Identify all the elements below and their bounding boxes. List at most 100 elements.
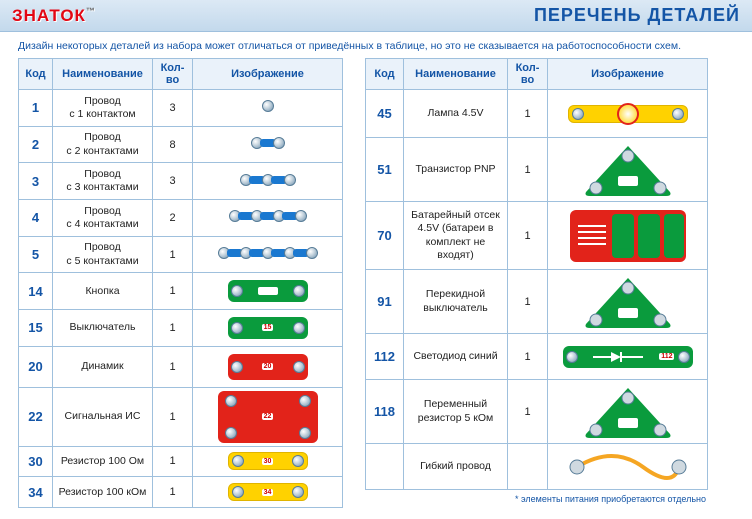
cell-name: Резистор 100 Ом (53, 446, 153, 477)
table-row: 4Проводс 4 контактами2 (19, 200, 343, 237)
table-row: Гибкий провод (366, 444, 708, 490)
cell-qty (508, 444, 548, 490)
cell-name: Проводс 1 контактом (53, 90, 153, 127)
cell-code: 45 (366, 90, 404, 138)
cell-code: 70 (366, 202, 404, 270)
cell-code: 22 (19, 387, 53, 446)
cell-qty: 1 (153, 477, 193, 508)
cell-img: 15 (193, 310, 343, 347)
parts-table-left: Код Наименование Кол-во Изображение 1Про… (18, 58, 343, 508)
cell-code: 30 (19, 446, 53, 477)
th-img: Изображение (548, 59, 708, 90)
cell-img: 34 (193, 477, 343, 508)
table-row: 30Резистор 100 Ом130 (19, 446, 343, 477)
cell-qty: 1 (153, 310, 193, 347)
cell-qty: 1 (153, 236, 193, 273)
table-row: 3Проводс 3 контактами3 (19, 163, 343, 200)
cell-img (193, 163, 343, 200)
table-row: 5Проводс 5 контактами1 (19, 236, 343, 273)
cell-name: Перекидной выключатель (404, 270, 508, 334)
table-row: 22Сигнальная ИС122 (19, 387, 343, 446)
cell-qty: 1 (153, 387, 193, 446)
cell-img: 30 (193, 446, 343, 477)
th-name: Наименование (404, 59, 508, 90)
cell-qty: 1 (508, 202, 548, 270)
cell-img (548, 444, 708, 490)
cell-name: Резистор 100 кОм (53, 477, 153, 508)
cell-code: 118 (366, 380, 404, 444)
cell-img: 20 (193, 346, 343, 387)
footnote: * элементы питания приобретаются отдельн… (365, 490, 708, 508)
cell-img (193, 273, 343, 310)
cell-qty: 1 (153, 446, 193, 477)
cell-qty: 3 (153, 90, 193, 127)
table-row: 34Резистор 100 кОм134 (19, 477, 343, 508)
cell-code: 20 (19, 346, 53, 387)
cell-img: 22 (193, 387, 343, 446)
cell-code (366, 444, 404, 490)
cell-code: 15 (19, 310, 53, 347)
cell-img (193, 90, 343, 127)
cell-qty: 2 (153, 200, 193, 237)
cell-img (548, 270, 708, 334)
cell-name: Гибкий провод (404, 444, 508, 490)
cell-code: 51 (366, 138, 404, 202)
table-row: 91Перекидной выключатель1 (366, 270, 708, 334)
cell-qty: 1 (508, 90, 548, 138)
cell-name: Батарейный отсек 4.5V (батареи в комплек… (404, 202, 508, 270)
cell-name: Проводс 5 контактами (53, 236, 153, 273)
cell-qty: 1 (153, 273, 193, 310)
cell-img (193, 236, 343, 273)
cell-code: 112 (366, 334, 404, 380)
cell-name: Проводс 3 контактами (53, 163, 153, 200)
cell-img (548, 202, 708, 270)
page-header: ЗНАТОК™ ПЕРЕЧЕНЬ ДЕТАЛЕЙ (0, 0, 752, 32)
cell-qty: 1 (508, 334, 548, 380)
cell-qty: 1 (153, 346, 193, 387)
cell-name: Кнопка (53, 273, 153, 310)
cell-name: Динамик (53, 346, 153, 387)
cell-name: Проводс 2 контактами (53, 126, 153, 163)
cell-code: 1 (19, 90, 53, 127)
cell-name: Сигнальная ИС (53, 387, 153, 446)
cell-qty: 1 (508, 138, 548, 202)
table-row: 70Батарейный отсек 4.5V (батареи в компл… (366, 202, 708, 270)
th-code: Код (366, 59, 404, 90)
table-row: 51Транзистор PNP1 (366, 138, 708, 202)
logo-text: ЗНАТОК (12, 6, 86, 25)
cell-img (548, 380, 708, 444)
cell-code: 91 (366, 270, 404, 334)
cell-name: Переменный резистор 5 кОм (404, 380, 508, 444)
table-row: 2Проводс 2 контактами8 (19, 126, 343, 163)
cell-qty: 1 (508, 270, 548, 334)
table-row: 15Выключатель115 (19, 310, 343, 347)
cell-code: 2 (19, 126, 53, 163)
th-qty: Кол-во (508, 59, 548, 90)
table-row: 14Кнопка1 (19, 273, 343, 310)
logo-tm: ™ (86, 6, 96, 16)
cell-img: 112 (548, 334, 708, 380)
logo: ЗНАТОК™ (12, 6, 96, 26)
parts-table-right: Код Наименование Кол-во Изображение 45Ла… (365, 58, 708, 490)
cell-code: 34 (19, 477, 53, 508)
cell-code: 5 (19, 236, 53, 273)
cell-qty: 3 (153, 163, 193, 200)
th-code: Код (19, 59, 53, 90)
page-title: ПЕРЕЧЕНЬ ДЕТАЛЕЙ (534, 5, 740, 26)
cell-name: Транзистор PNP (404, 138, 508, 202)
cell-name: Выключатель (53, 310, 153, 347)
cell-img (548, 90, 708, 138)
th-name: Наименование (53, 59, 153, 90)
cell-code: 3 (19, 163, 53, 200)
table-row: 118Переменный резистор 5 кОм1 (366, 380, 708, 444)
table-row: 45Лампа 4.5V1 (366, 90, 708, 138)
cell-qty: 8 (153, 126, 193, 163)
cell-name: Проводс 4 контактами (53, 200, 153, 237)
cell-name: Светодиод синий (404, 334, 508, 380)
th-qty: Кол-во (153, 59, 193, 90)
table-row: 112Светодиод синий1112 (366, 334, 708, 380)
cell-img (548, 138, 708, 202)
cell-code: 14 (19, 273, 53, 310)
cell-name: Лампа 4.5V (404, 90, 508, 138)
design-note: Дизайн некоторых деталей из набора может… (0, 32, 752, 58)
